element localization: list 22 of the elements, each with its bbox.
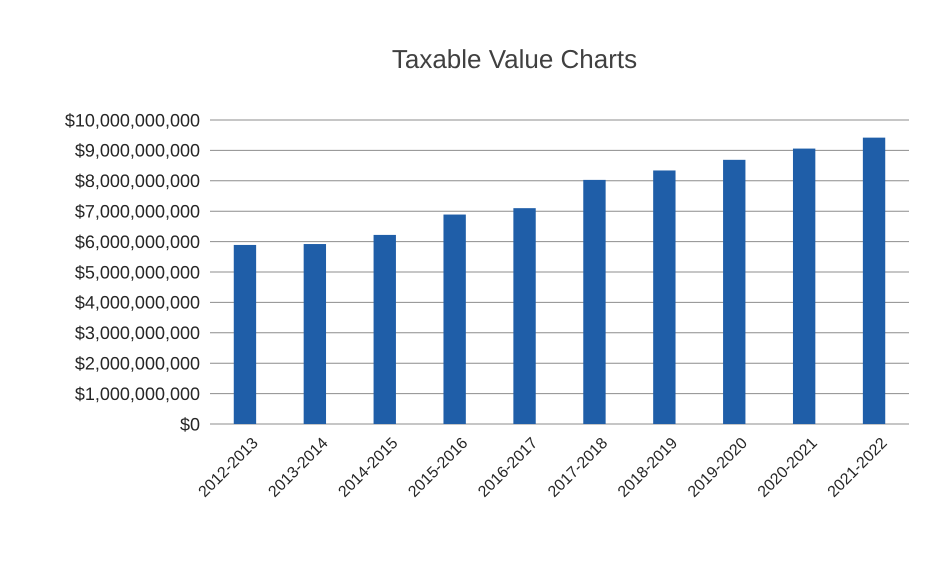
y-tick-label: $9,000,000,000	[74, 140, 200, 161]
bar	[653, 170, 676, 424]
y-tick-label: $10,000,000,000	[64, 110, 200, 130]
bar	[513, 208, 536, 424]
y-tick-label: $1,000,000,000	[74, 384, 200, 404]
bar	[304, 244, 326, 424]
y-tick-label: $6,000,000,000	[74, 232, 200, 252]
bar	[374, 234, 396, 424]
y-tick-label: $7,000,000,000	[74, 202, 200, 222]
y-tick-label: $3,000,000,000	[74, 323, 200, 344]
y-tick-label: $0	[180, 414, 200, 434]
y-tick-label: $5,000,000,000	[74, 262, 200, 282]
bar	[792, 148, 816, 424]
y-tick-label: $8,000,000,000	[74, 171, 200, 192]
bar	[234, 244, 256, 424]
bar	[723, 160, 746, 424]
bar	[443, 214, 466, 424]
y-tick-label: $2,000,000,000	[74, 354, 200, 374]
y-tick-label: $4,000,000,000	[74, 292, 200, 313]
bar	[583, 180, 606, 424]
chart-title: Taxable Value Charts	[392, 44, 638, 74]
bar	[862, 138, 886, 424]
